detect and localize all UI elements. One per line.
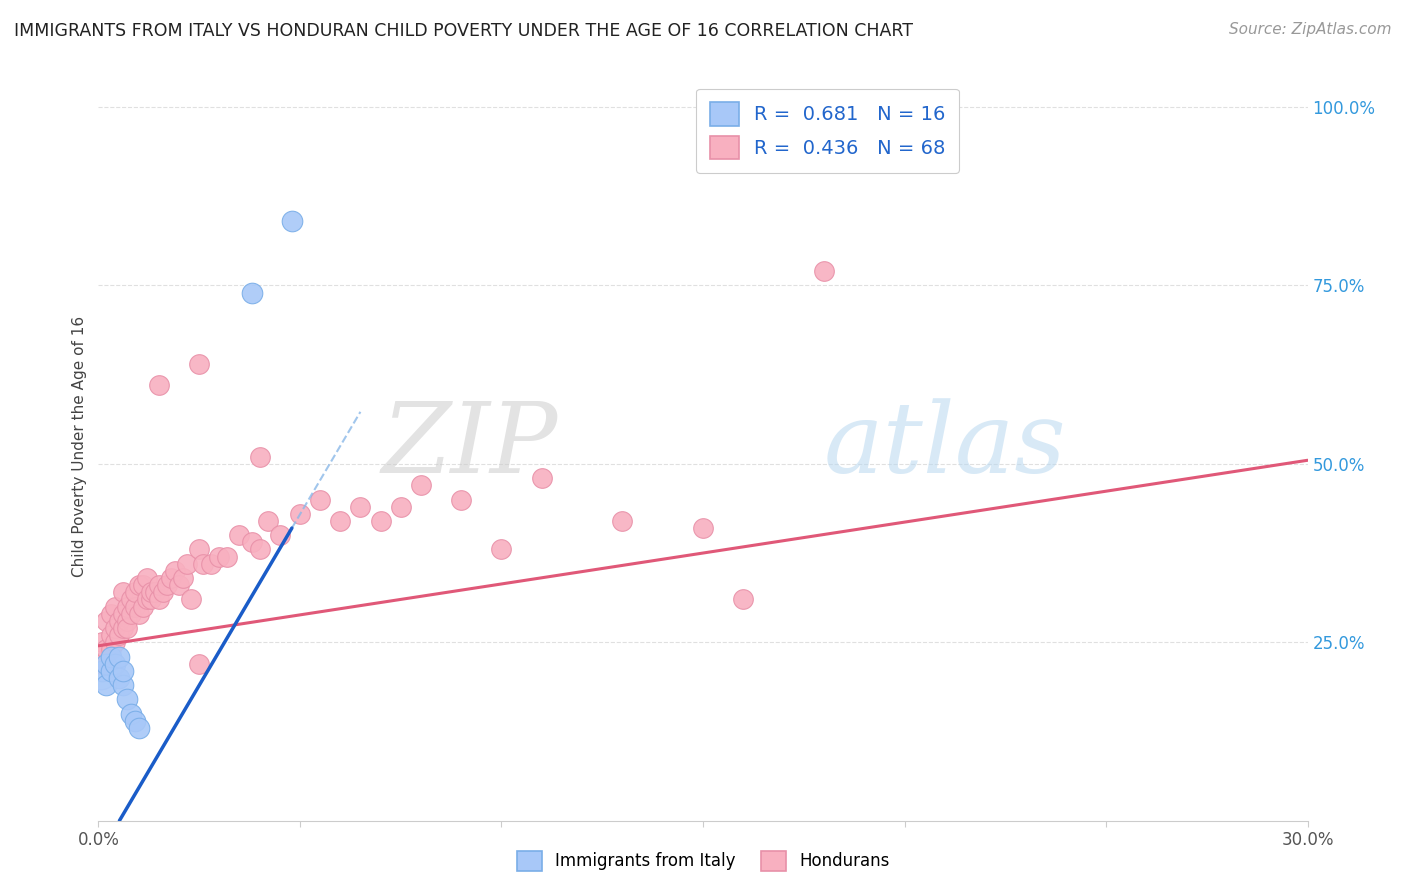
Point	[111, 678, 134, 692]
Point	[107, 671, 129, 685]
Point	[115, 599, 138, 614]
Point	[128, 721, 150, 735]
Point	[240, 285, 263, 300]
Point	[107, 614, 129, 628]
Point	[167, 578, 190, 592]
Point	[256, 514, 278, 528]
Point	[103, 621, 125, 635]
Point	[813, 264, 835, 278]
Point	[135, 571, 157, 585]
Point	[152, 585, 174, 599]
Point	[103, 657, 125, 671]
Point	[96, 614, 118, 628]
Point	[733, 592, 755, 607]
Point	[103, 635, 125, 649]
Text: ZIP: ZIP	[381, 399, 558, 493]
Point	[288, 507, 311, 521]
Point	[120, 592, 142, 607]
Point	[692, 521, 714, 535]
Point	[530, 471, 553, 485]
Point	[96, 642, 118, 657]
Point	[107, 628, 129, 642]
Point	[249, 450, 271, 464]
Point	[160, 571, 183, 585]
Point	[96, 678, 118, 692]
Point	[148, 592, 170, 607]
Point	[135, 592, 157, 607]
Point	[100, 628, 122, 642]
Point	[370, 514, 392, 528]
Point	[100, 642, 122, 657]
Point	[111, 664, 134, 678]
Point	[240, 535, 263, 549]
Point	[89, 664, 111, 678]
Point	[96, 657, 118, 671]
Point	[269, 528, 291, 542]
Point	[132, 599, 155, 614]
Point	[111, 585, 134, 599]
Point	[188, 542, 211, 557]
Point	[612, 514, 634, 528]
Text: IMMIGRANTS FROM ITALY VS HONDURAN CHILD POVERTY UNDER THE AGE OF 16 CORRELATION : IMMIGRANTS FROM ITALY VS HONDURAN CHILD …	[14, 22, 912, 40]
Point	[281, 214, 304, 228]
Point	[143, 585, 166, 599]
Point	[120, 607, 142, 621]
Point	[409, 478, 432, 492]
Point	[228, 528, 250, 542]
Point	[139, 592, 162, 607]
Point	[120, 706, 142, 721]
Point	[188, 657, 211, 671]
Point	[100, 664, 122, 678]
Point	[100, 607, 122, 621]
Point	[148, 378, 170, 392]
Point	[148, 578, 170, 592]
Point	[103, 599, 125, 614]
Point	[176, 557, 198, 571]
Point	[91, 635, 114, 649]
Point	[91, 664, 114, 678]
Point	[180, 592, 202, 607]
Point	[115, 621, 138, 635]
Point	[188, 357, 211, 371]
Y-axis label: Child Poverty Under the Age of 16: Child Poverty Under the Age of 16	[72, 316, 87, 576]
Point	[139, 585, 162, 599]
Point	[107, 649, 129, 664]
Point	[208, 549, 231, 564]
Point	[115, 614, 138, 628]
Point	[200, 557, 222, 571]
Legend: Immigrants from Italy, Hondurans: Immigrants from Italy, Hondurans	[509, 842, 897, 880]
Point	[128, 578, 150, 592]
Point	[128, 607, 150, 621]
Point	[172, 571, 194, 585]
Point	[124, 585, 146, 599]
Point	[329, 514, 352, 528]
Text: atlas: atlas	[824, 399, 1067, 493]
Point	[111, 621, 134, 635]
Point	[309, 492, 332, 507]
Point	[115, 692, 138, 706]
Legend: R =  0.681   N = 16, R =  0.436   N = 68: R = 0.681 N = 16, R = 0.436 N = 68	[696, 88, 959, 173]
Point	[349, 500, 371, 514]
Point	[450, 492, 472, 507]
Point	[132, 578, 155, 592]
Point	[124, 599, 146, 614]
Point	[217, 549, 239, 564]
Point	[193, 557, 215, 571]
Point	[163, 564, 186, 578]
Text: Source: ZipAtlas.com: Source: ZipAtlas.com	[1229, 22, 1392, 37]
Point	[111, 607, 134, 621]
Point	[100, 649, 122, 664]
Point	[91, 657, 114, 671]
Point	[249, 542, 271, 557]
Point	[491, 542, 513, 557]
Point	[124, 714, 146, 728]
Point	[156, 578, 179, 592]
Point	[389, 500, 412, 514]
